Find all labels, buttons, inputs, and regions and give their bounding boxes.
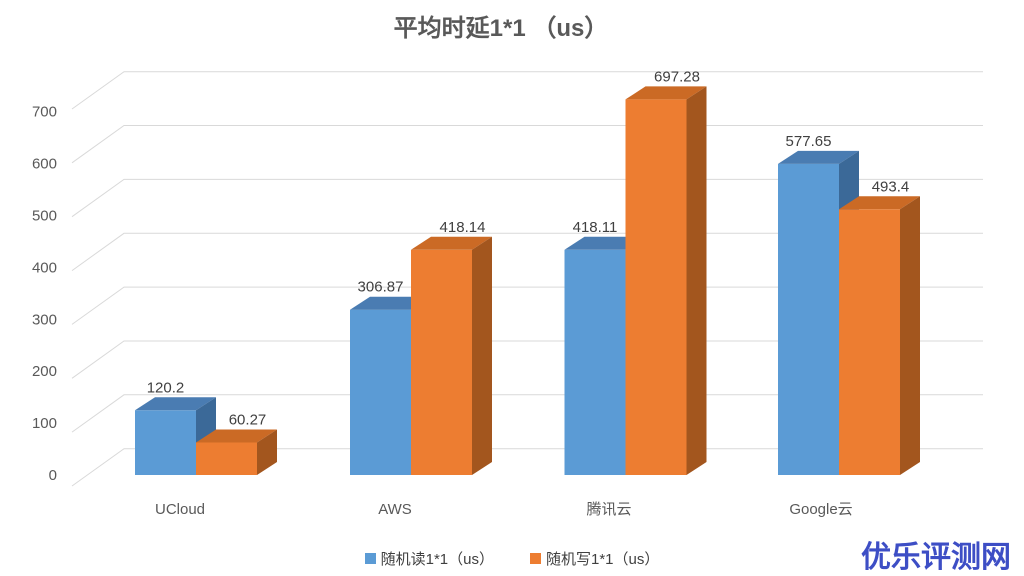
watermark: 优乐评测网 xyxy=(861,541,1011,574)
gridline-700 xyxy=(71,71,983,110)
data-label-read-1: 306.87 xyxy=(358,279,404,296)
bar-write-3 xyxy=(839,196,920,476)
y-tick-label-600: 600 xyxy=(32,156,57,173)
bar-front-face xyxy=(778,163,839,475)
bar-front-face xyxy=(196,442,257,475)
legend-swatch-random-write xyxy=(530,553,541,564)
bar-top-face xyxy=(778,150,859,164)
bar-top-face xyxy=(564,236,646,250)
bar-front-face xyxy=(350,309,411,475)
y-tick-label-500: 500 xyxy=(32,208,57,225)
bar-front-face xyxy=(135,410,196,475)
bar-side-face xyxy=(900,196,920,476)
bar-front-face xyxy=(839,209,900,476)
data-label-write-2: 697.28 xyxy=(654,68,700,85)
x-category-label-3: Google云 xyxy=(789,501,852,518)
bar-write-2 xyxy=(625,86,707,476)
data-label-write-1: 418.14 xyxy=(440,219,486,236)
bar-top-face xyxy=(350,296,431,310)
bar-side-face xyxy=(686,86,707,476)
bar-write-0 xyxy=(196,429,277,475)
bar-top-face xyxy=(625,86,707,100)
x-category-label-2: 腾讯云 xyxy=(586,501,631,518)
bar-front-face xyxy=(411,249,472,475)
bar-top-face xyxy=(411,236,492,250)
legend-item-random-read: 随机读1*1（us） xyxy=(364,548,494,569)
data-label-read-3: 577.65 xyxy=(786,133,832,150)
y-tick-label-400: 400 xyxy=(32,259,57,276)
bar-front-face xyxy=(625,99,687,476)
x-category-label-1: AWS xyxy=(378,501,412,518)
y-tick-label-700: 700 xyxy=(32,104,57,121)
x-category-label-0: UCloud xyxy=(155,501,205,518)
bar-top-face xyxy=(839,196,920,210)
data-label-read-2: 418.11 xyxy=(573,219,618,236)
bar-top-face xyxy=(196,429,277,443)
chart-title: 平均时延1*1 （us） xyxy=(393,15,609,42)
bar-write-1 xyxy=(411,236,492,475)
bar-top-face xyxy=(135,397,216,411)
y-tick-label-300: 300 xyxy=(32,311,57,328)
bar-front-face xyxy=(564,249,626,475)
legend-swatch-random-read xyxy=(364,553,376,564)
legend-label-random-read: 随机读1*1（us） xyxy=(380,551,494,568)
bar-side-face xyxy=(472,236,492,475)
y-tick-label-0: 0 xyxy=(49,467,57,484)
data-label-write-0: 60.27 xyxy=(229,412,267,429)
data-label-write-3: 493.4 xyxy=(872,178,910,195)
y-tick-label-100: 100 xyxy=(32,415,57,432)
bar-side-face xyxy=(257,429,277,475)
legend-label-random-write: 随机写1*1（us） xyxy=(546,551,660,568)
legend: 随机读1*1（us） 随机写1*1（us） xyxy=(0,548,1024,569)
data-label-read-0: 120.2 xyxy=(147,379,185,396)
y-tick-label-200: 200 xyxy=(32,363,57,380)
legend-item-random-write: 随机写1*1（us） xyxy=(530,548,659,569)
